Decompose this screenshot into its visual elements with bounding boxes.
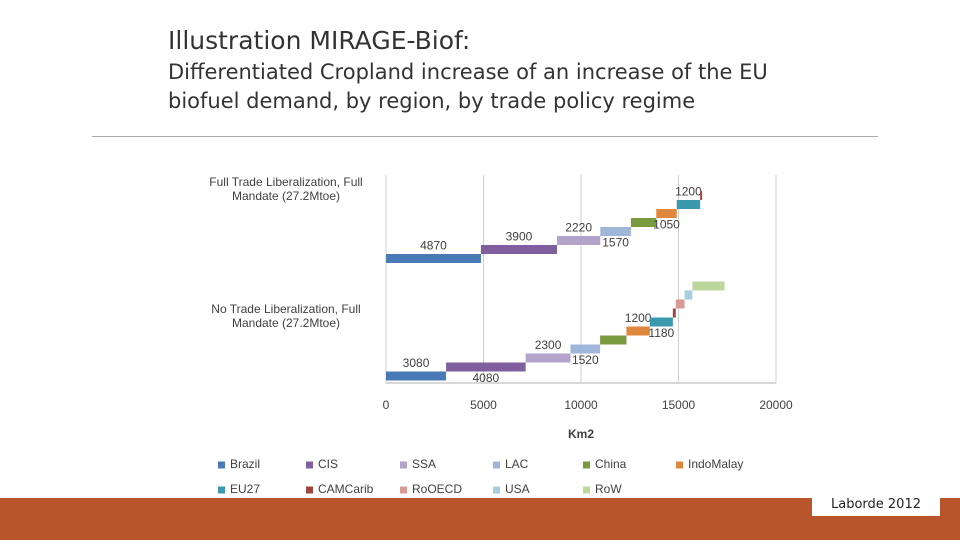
bar [480, 245, 558, 254]
bar [700, 191, 703, 200]
data-label: 2220 [565, 221, 592, 235]
x-tick-label: 10000 [564, 398, 598, 412]
slide-title: Illustration MIRAGE-Biof: [168, 26, 471, 55]
bar [570, 344, 601, 354]
bar [692, 281, 725, 291]
legend-label: LAC [505, 457, 529, 471]
bar [649, 317, 673, 327]
bar [386, 254, 481, 263]
source: Laborde 2012 [812, 494, 940, 516]
data-label: 3900 [506, 230, 533, 244]
bar [600, 335, 627, 345]
legend-label: CAMCarib [318, 482, 374, 496]
x-axis-title: Km2 [568, 427, 594, 441]
bar [675, 299, 685, 309]
bar [446, 362, 526, 372]
data-label: 1200 [625, 311, 652, 325]
legend-swatch [676, 461, 683, 469]
bar [656, 209, 677, 218]
y-tick-label: Full Trade Liberalization, Full Mandate … [209, 175, 363, 203]
bar [676, 200, 701, 209]
bar [684, 290, 693, 300]
legend-swatch [306, 486, 313, 494]
y-tick-label: No Trade Liberalization, Full Mandate (2… [211, 302, 361, 330]
legend-swatch [306, 461, 313, 469]
subtitle-line: Differentiated Cropland increase of an i… [168, 60, 768, 84]
x-tick-label: 20000 [759, 398, 793, 412]
legend-label: USA [505, 482, 530, 496]
x-tick-label: 15000 [662, 398, 696, 412]
legend-label: Brazil [230, 457, 260, 471]
legend-swatch [218, 461, 225, 469]
legend-label: CIS [318, 457, 338, 471]
bar [626, 326, 650, 336]
legend-swatch [218, 486, 225, 494]
legend-swatch [400, 461, 407, 469]
legend-label: SSA [412, 457, 436, 471]
data-label: 1570 [602, 236, 629, 250]
bar [600, 227, 631, 236]
divider [92, 136, 878, 137]
data-label: 2300 [535, 338, 562, 352]
bar [557, 236, 601, 245]
data-label: 3080 [403, 356, 430, 370]
data-label: 4080 [472, 371, 499, 385]
bar [630, 218, 657, 227]
data-label: 4870 [420, 239, 447, 253]
bar [386, 371, 447, 381]
legend-swatch [493, 461, 500, 469]
legend-label: EU27 [230, 482, 260, 496]
data-label: 1180 [648, 326, 674, 340]
data-label: 1520 [572, 353, 599, 367]
legend-label: RoOECD [412, 482, 462, 496]
subtitle-line: biofuel demand, by region, by trade poli… [168, 89, 696, 113]
x-tick-label: 0 [383, 398, 390, 412]
footer-bar [0, 498, 960, 540]
legend-label: RoW [595, 482, 622, 496]
bar [672, 308, 676, 318]
legend-swatch [583, 461, 590, 469]
data-label: 1200 [675, 185, 702, 199]
x-tick-label: 5000 [470, 398, 497, 412]
legend-label: IndoMalay [688, 457, 743, 471]
legend-swatch [493, 486, 500, 494]
legend-swatch [583, 486, 590, 494]
legend-label: China [595, 457, 627, 471]
bar [525, 353, 571, 363]
data-label: 1050 [653, 218, 680, 232]
legend-swatch [400, 486, 407, 494]
